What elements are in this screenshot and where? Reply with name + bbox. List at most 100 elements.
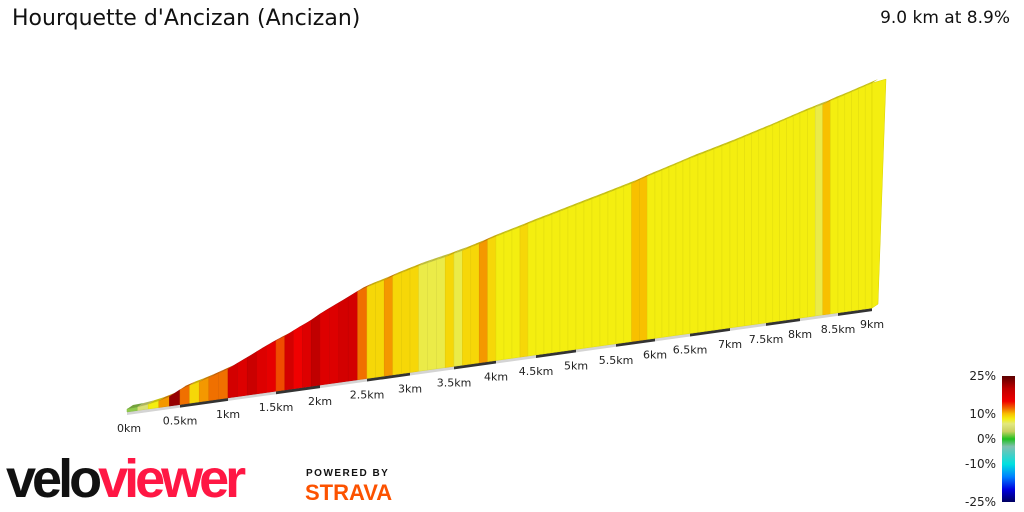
profile-segment	[697, 151, 707, 333]
profile-segment	[284, 330, 294, 391]
distance-axis-segment	[616, 338, 655, 347]
profile-segment	[266, 340, 277, 393]
profile-segment-top	[528, 216, 542, 224]
profile-segment-top	[375, 276, 391, 284]
profile-segment	[319, 307, 330, 386]
distance-axis-segment	[690, 327, 730, 337]
profile-segment	[366, 283, 376, 379]
x-tick-label: 7.5km	[749, 333, 784, 346]
profile-segment-top	[520, 219, 534, 228]
profile-segment-top	[367, 279, 382, 288]
profile-segment	[772, 121, 780, 323]
profile-segment	[844, 91, 852, 313]
distance-axis-segment	[576, 343, 616, 353]
x-tick-label: 0.5km	[163, 415, 198, 428]
profile-segment-top	[592, 191, 606, 199]
profile-segment	[799, 109, 808, 319]
profile-segment	[705, 148, 715, 332]
x-tick-label: 4km	[484, 371, 508, 384]
profile-segment	[218, 368, 229, 400]
profile-segment-top	[445, 249, 460, 257]
profile-segment-top	[180, 381, 196, 390]
profile-segment	[179, 384, 190, 405]
profile-segment-top	[293, 321, 309, 331]
profile-segment-top	[669, 160, 682, 168]
profile-segment-top	[616, 182, 630, 190]
profile-segment-top	[639, 172, 654, 180]
distance-axis-segment	[180, 397, 228, 408]
x-tick-label: 1.5km	[259, 401, 294, 414]
profile-segment-top	[228, 359, 244, 370]
profile-segment	[310, 313, 321, 387]
profile-segment	[462, 246, 472, 366]
x-tick-label: 6km	[643, 348, 667, 361]
profile-segment	[583, 198, 593, 349]
profile-segment-top	[844, 87, 858, 95]
profile-segment	[765, 124, 774, 324]
page-title: Hourquette d'Ancizan (Ancizan)	[12, 6, 361, 31]
profile-segment	[189, 381, 200, 404]
profile-segment-top	[169, 385, 186, 397]
profile-segment-top	[208, 369, 225, 378]
x-tick-label: 9km	[860, 318, 884, 331]
profile-segment	[383, 275, 394, 377]
profile-segment-top	[838, 90, 851, 98]
profile-segment	[615, 186, 625, 345]
profile-segment	[427, 259, 437, 371]
profile-segment-top	[276, 332, 291, 341]
profile-segment-top	[436, 252, 452, 260]
profile-segment	[436, 256, 446, 370]
profile-segment	[837, 94, 846, 314]
profile-segment-top	[504, 226, 518, 234]
profile-segment	[409, 265, 420, 373]
profile-segment-top	[418, 258, 434, 266]
profile-segment-top	[779, 115, 793, 123]
profile-segment	[830, 97, 839, 315]
profile-segment	[807, 106, 816, 318]
profile-segment-top	[822, 96, 837, 105]
profile-segment	[470, 243, 480, 365]
x-tick-label: 2km	[308, 395, 332, 408]
profile-segment	[495, 232, 505, 361]
x-tick-label: 4.5km	[519, 365, 554, 378]
profile-segment-top	[600, 188, 614, 196]
profile-segment-top	[392, 268, 408, 277]
profile-segment-top	[647, 169, 661, 177]
x-tick-label: 0km	[117, 422, 141, 435]
profile-segment-top	[256, 342, 273, 352]
profile-segment-top	[218, 365, 234, 374]
profile-segment	[599, 192, 609, 347]
profile-segment-top	[427, 255, 443, 263]
profile-segment	[822, 100, 831, 316]
profile-segment	[736, 136, 745, 328]
profile-segments	[126, 78, 887, 413]
profile-segment	[751, 130, 760, 326]
distance-axis-segment	[800, 312, 838, 322]
distance-axis-segment	[655, 333, 690, 342]
profile-end-face	[871, 78, 887, 309]
x-tick-label: 8km	[788, 328, 812, 341]
profile-segment	[729, 139, 738, 329]
profile-segment-top	[384, 272, 399, 281]
profile-segment	[503, 229, 513, 360]
profile-segment	[208, 372, 219, 401]
strava-logo: STRAVA	[305, 480, 393, 505]
profile-segment-top	[772, 118, 786, 126]
profile-segment	[567, 204, 577, 351]
profile-segment-top	[536, 213, 550, 221]
profile-segment	[675, 161, 684, 336]
profile-segment	[559, 207, 569, 352]
distance-axis	[127, 308, 872, 415]
profile-segment	[744, 133, 752, 327]
profile-segment	[864, 82, 873, 310]
profile-segment-top	[786, 112, 800, 120]
profile-segment-top	[714, 142, 728, 150]
distance-axis-segment	[320, 378, 367, 389]
profile-segment	[237, 357, 248, 397]
powered-by-label: POWERED BY	[306, 468, 390, 479]
profile-segment-top	[706, 145, 720, 153]
profile-segment	[487, 236, 497, 362]
profile-segment	[375, 279, 385, 378]
profile-segment-top	[479, 235, 494, 244]
profile-segment	[519, 223, 529, 358]
